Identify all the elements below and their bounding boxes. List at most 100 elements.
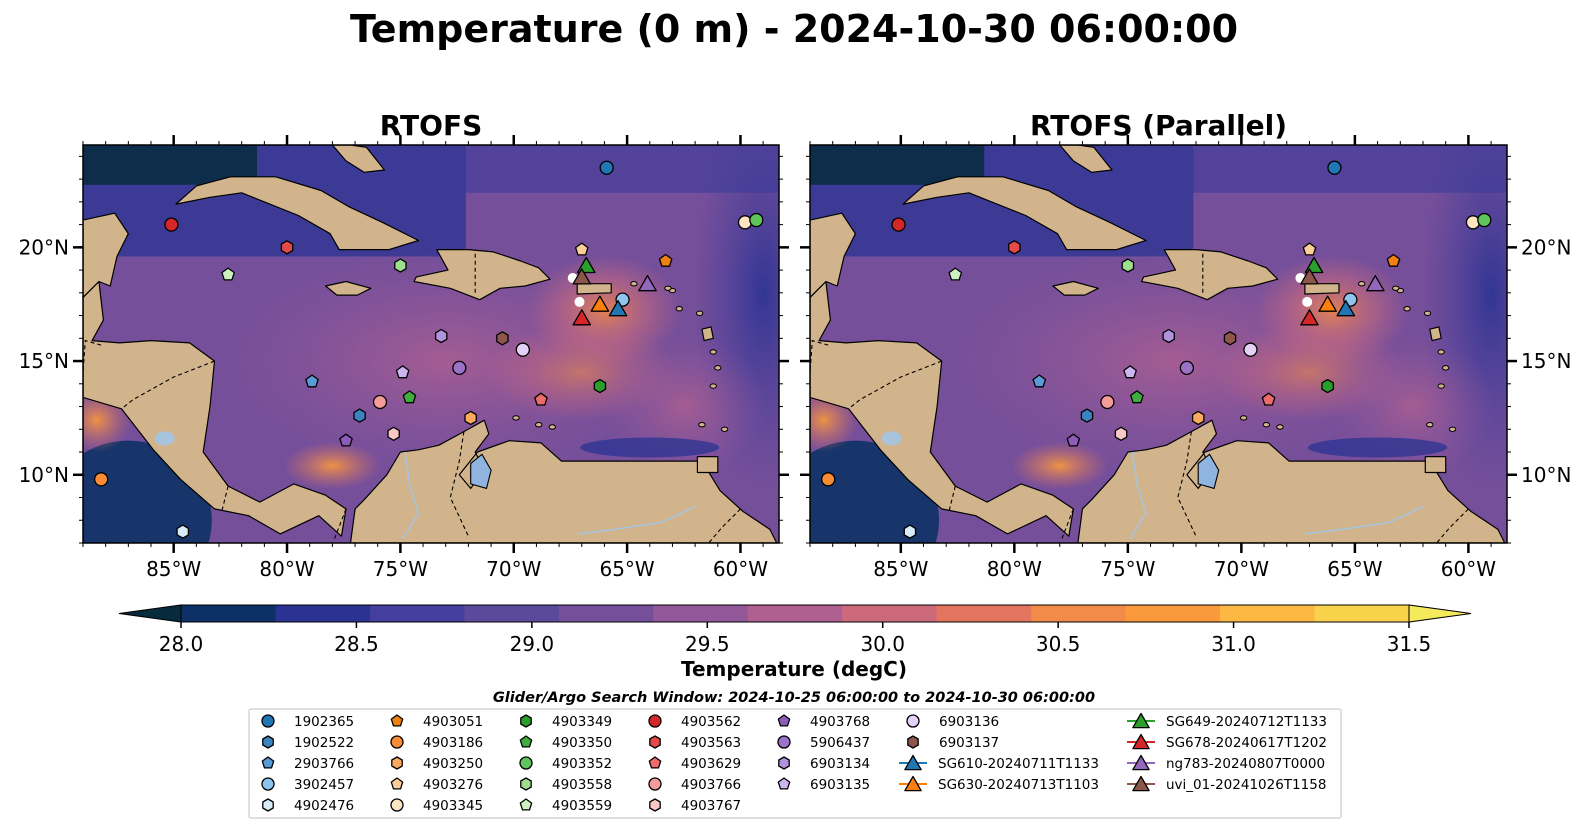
land-cuba [902,176,1147,251]
legend-label: SG630-20240713T1103 [938,777,1099,793]
legend-marker-4903766 [648,777,662,791]
marker-2903766 [1032,374,1047,388]
legend-marker-4903250 [391,756,403,770]
small-island [1239,415,1248,421]
land-cuba [175,176,420,251]
legend-marker-5906437 [777,735,791,749]
panel-title: RTOFS [380,109,483,142]
marker-SG610-20240711T1133 [608,300,628,317]
lake-nicaragua [881,431,902,446]
colorbar-extend-low [118,604,182,623]
land-jamaica [1052,280,1099,296]
legend-label: 6903134 [810,756,870,772]
marker-4903562 [891,217,906,232]
small-island [548,424,556,430]
legend-label: SG649-20240712T1133 [1166,714,1327,730]
y-tick-label: 15°N [19,349,69,373]
country-border [449,431,469,537]
lake-maracaibo [470,453,492,490]
marker-6903136 [1243,342,1258,357]
legend-marker-SG610-20240711T1133 [904,754,922,771]
small-island [1262,422,1271,428]
marker-6903135 [1123,365,1137,379]
river [577,505,696,535]
figure-title: Temperature (0 m) - 2024-10-30 06:00:00 [350,7,1238,51]
marker-1902522 [1080,408,1094,423]
small-island [714,365,722,371]
marker-4903768 [339,433,353,447]
x-tick-label: 85°W [873,557,928,581]
legend-box [248,708,1342,819]
marker-4903345 [1465,215,1481,230]
marker-4903350 [402,390,417,404]
marker-4903349 [593,378,607,394]
marker-4903767 [1114,426,1128,441]
land-bahamas [331,145,386,173]
marker-4903563 [280,240,294,255]
land-yucatan [810,212,857,298]
colorbar-label: Temperature (degC) [681,657,907,681]
small-island [709,383,717,389]
country-border [121,360,215,410]
small-island [1357,281,1366,287]
land-southam [349,419,779,543]
colorbar-tick-label: 31.5 [1387,632,1432,656]
colorbar-bin [275,605,371,622]
marker-SG678-20240617T1202 [1300,309,1319,326]
marker-4903559 [948,267,963,281]
land-islandsE [1429,326,1442,342]
legend-marker-4903345 [390,798,404,812]
legend-label: 4903559 [552,798,612,814]
marker-5906437 [452,360,467,376]
land-southam [1077,419,1507,543]
marker-4903349 [1321,378,1334,394]
marker-1902522 [353,408,366,423]
country-border [83,339,102,373]
warm-region [1010,441,1109,490]
marker-4903562 [164,217,179,232]
legend-label: 4903250 [423,756,483,772]
marker-4903558 [1121,258,1135,273]
legend-label: 3902457 [294,777,354,793]
legend-marker-SG630-20240713T1103 [904,775,922,792]
small-island [630,281,638,287]
legend-label: 4903345 [423,798,483,814]
small-island [675,306,683,312]
map-field [83,145,779,543]
legend-label: uvi_01-20241026T1158 [1166,777,1326,793]
country-border [1061,508,1074,539]
land-trinidad [696,456,719,474]
small-island [1426,422,1434,428]
river [1304,505,1424,535]
country-border [810,339,829,373]
x-tick-label: 70°W [486,557,541,581]
trajectory-mark [1302,296,1313,307]
y-tick-label: 20°N [19,235,69,259]
map-frame [82,144,780,544]
warm-region [283,441,382,490]
legend-label: 4903768 [810,714,870,730]
land-central [83,280,347,543]
small-island [1437,383,1445,389]
legend-label: 4903563 [681,735,741,751]
legend-marker-4903562 [648,714,662,728]
lake-nicaragua [154,431,175,446]
legend-marker-4903350 [519,735,533,748]
legend-label: 4903186 [423,735,483,751]
land-puertorico [1304,283,1340,295]
x-tick-label: 75°W [373,557,428,581]
x-tick-label: 65°W [599,557,654,581]
y-tick-label: 10°N [1521,463,1571,487]
legend: 1902365 1902522 2903766 3902457 4902476 49030… [261,712,1327,814]
colorbar-bin [1031,605,1127,622]
legend-marker-2903766 [261,756,275,769]
colorbar-tick-label: 30.5 [1036,632,1081,656]
legend-marker-4903558 [520,777,532,791]
colorbar: 28.0 28.5 29.0 29.5 30.0 30.5 31.0 31.5 [118,604,1472,656]
map-field [810,145,1507,543]
colorbar-tick-label: 29.0 [510,632,555,656]
legend-title: Glider/Argo Search Window: 2024-10-25 06… [493,690,1095,706]
legend-marker-4903559 [519,798,533,811]
small-island [695,310,704,316]
